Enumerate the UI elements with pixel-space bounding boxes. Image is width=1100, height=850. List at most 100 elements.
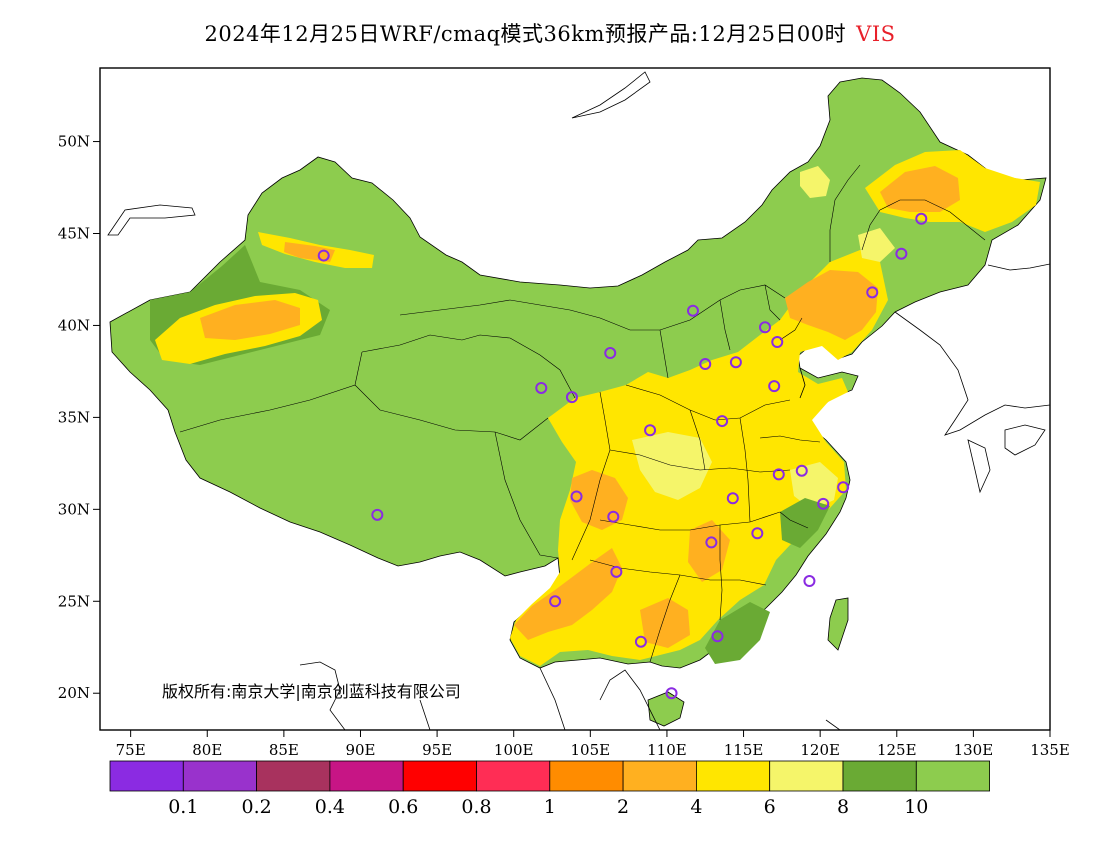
lat-tick-label: 35N <box>58 408 90 426</box>
copyright-text: 版权所有:南京大学|南京创蓝科技有限公司 <box>162 682 461 701</box>
colorbar-label: 0.6 <box>388 796 418 818</box>
station-marker <box>837 481 850 494</box>
station-marker <box>772 468 785 481</box>
vis-zone-6-8-a <box>632 432 712 500</box>
station-marker <box>895 247 908 260</box>
station-markers <box>317 212 928 700</box>
map-title: 2024年12月25日WRF/cmaq模式36km预报产品:12月25日00时 V… <box>0 18 1100 48</box>
vis-zone-8-10-a <box>705 602 770 664</box>
colorbar-swatch <box>842 760 917 792</box>
vis-zone-hulun <box>800 166 830 198</box>
lat-tick-label: 40N <box>58 316 90 334</box>
station-marker <box>716 415 729 428</box>
latitude-axis: 20N 25N 30N 35N 40N 45N 50N <box>58 133 100 702</box>
station-marker <box>729 356 742 369</box>
station-marker <box>610 565 623 578</box>
colorbar-label: 0.1 <box>168 796 198 818</box>
station-marker <box>665 687 678 700</box>
colorbar-swatch <box>329 760 404 792</box>
lat-tick-label: 20N <box>58 684 90 702</box>
vis-zone-junggar-core <box>284 242 335 262</box>
colorbar-label: 2 <box>617 796 629 818</box>
lat-tick-label: 45N <box>58 225 90 243</box>
station-marker <box>705 536 718 549</box>
station-marker <box>751 527 764 540</box>
colorbar-label: 6 <box>764 796 776 818</box>
lon-tick-label: 110E <box>647 741 687 759</box>
colorbar-swatch <box>622 760 697 792</box>
station-marker <box>686 304 699 317</box>
longitude-axis: 75E 80E 85E 90E 95E 100E 105E 110E 115E 120E 125E 1… <box>116 730 1070 759</box>
map-layer: 版权所有:南京大学|南京创蓝科技有限公司 <box>107 71 1050 730</box>
vis-zone-2-4-south <box>640 598 690 648</box>
vis-zone-2-4-sw <box>514 548 622 640</box>
colorbar-swatch <box>696 760 771 792</box>
station-marker <box>817 497 830 510</box>
lon-tick-label: 125E <box>877 741 917 759</box>
lon-tick-label: 105E <box>571 741 611 759</box>
colorbar-label: 8 <box>837 796 849 818</box>
vis-zone-2-4-central <box>688 520 730 582</box>
vis-zone-2-4-sichuan <box>570 470 628 530</box>
station-marker <box>771 335 784 348</box>
lon-tick-label: 75E <box>116 741 146 759</box>
station-marker <box>711 630 724 643</box>
colorbar: 0.1 0.2 0.4 0.6 0.8 1 2 4 6 8 10 <box>109 760 990 818</box>
lon-tick-label: 90E <box>345 741 375 759</box>
title-variable: VIS <box>856 22 896 46</box>
lon-tick-label: 130E <box>954 741 994 759</box>
colorbar-label: 1 <box>544 796 556 818</box>
station-marker <box>634 635 647 648</box>
vis-zone-8-10-b <box>780 498 830 548</box>
station-marker <box>644 424 657 437</box>
vis-zone-6-8-b <box>790 462 838 510</box>
vis-zone-tarim-core <box>200 300 300 340</box>
colorbar-label: 4 <box>690 796 702 818</box>
colorbar-swatch <box>182 760 258 792</box>
lon-tick-label: 115E <box>724 741 764 759</box>
colorbar-swatch <box>256 760 331 792</box>
colorbar-label: 0.2 <box>241 796 271 818</box>
vis-zone-2-4-liaoning <box>785 270 878 340</box>
station-marker <box>535 381 548 394</box>
lon-tick-label: 100E <box>494 741 534 759</box>
lat-tick-label: 25N <box>58 592 90 610</box>
map-frame <box>99 67 1051 731</box>
colorbar-swatch <box>549 760 624 792</box>
lon-tick-label: 135E <box>1030 741 1070 759</box>
station-marker <box>726 492 739 505</box>
station-marker <box>607 510 620 523</box>
station-marker <box>604 347 617 360</box>
station-marker <box>803 575 816 588</box>
station-marker <box>317 249 330 262</box>
lat-tick-label: 50N <box>58 133 90 151</box>
station-marker <box>565 391 578 404</box>
station-marker <box>699 358 712 371</box>
colorbar-swatch <box>109 760 184 792</box>
province-boundaries <box>179 164 986 663</box>
taiwan-island <box>827 597 849 651</box>
neighbor-coastlines <box>107 71 1050 730</box>
colorbar-swatch <box>915 760 990 792</box>
lon-tick-label: 80E <box>192 741 222 759</box>
hainan-island <box>647 691 685 727</box>
lat-tick-label: 30N <box>58 500 90 518</box>
colorbar-label: 0.4 <box>315 796 345 818</box>
station-marker <box>795 464 808 477</box>
lon-tick-label: 85E <box>269 741 299 759</box>
lon-tick-label: 95E <box>422 741 452 759</box>
colorbar-label: 10 <box>904 796 928 818</box>
colorbar-swatch <box>476 760 551 792</box>
title-main: 2024年12月25日WRF/cmaq模式36km预报产品:12月25日00时 <box>204 22 847 46</box>
station-marker <box>768 380 781 393</box>
station-marker <box>915 212 928 225</box>
colorbar-label: 0.8 <box>461 796 491 818</box>
colorbar-swatch <box>769 760 844 792</box>
station-marker <box>570 490 583 503</box>
station-marker <box>759 321 771 334</box>
lon-tick-label: 120E <box>800 741 840 759</box>
station-marker <box>866 286 879 299</box>
station-marker <box>371 508 384 521</box>
vis-zone-6-8-c <box>858 228 895 262</box>
